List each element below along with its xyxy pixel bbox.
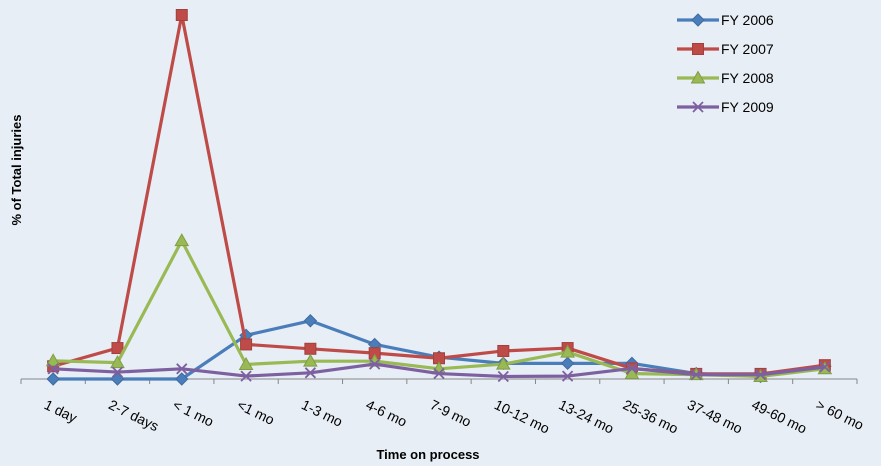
data-point [304, 367, 317, 379]
data-point [303, 314, 318, 328]
data-point [433, 367, 445, 380]
data-point [47, 363, 59, 375]
series-group [45, 9, 833, 386]
x-tick-labels: 1 day 2-7 days < 1 mo <1 mo 1-3 mo 4-6 mo 7-9 … [42, 396, 867, 436]
x-ticks [20, 379, 858, 384]
data-point [819, 361, 831, 373]
data-point [497, 344, 510, 357]
data-point [690, 368, 702, 381]
x-tick-label: 37-48 mo [685, 396, 745, 436]
data-point [240, 370, 252, 382]
legend-marker [690, 70, 706, 84]
data-point [110, 372, 125, 386]
data-point [175, 372, 189, 386]
data-point [174, 233, 190, 247]
legend-marker [692, 43, 704, 55]
legend: FY 2006 FY 2007 FY 2008 FY 2009 [677, 12, 774, 115]
y-axis-title: % of Total injuries [9, 115, 24, 226]
legend-item: FY 2008 [677, 70, 774, 86]
data-point [754, 368, 767, 381]
data-point [176, 363, 188, 375]
x-tick-label: 10-12 mo [492, 396, 552, 436]
x-tick-label: 4-6 mo [363, 396, 409, 430]
x-axis-title: Time on process [376, 447, 479, 462]
data-point [240, 338, 253, 351]
data-point [46, 372, 60, 386]
x-tick-label: 7-9 mo [428, 396, 474, 430]
data-point [110, 355, 125, 369]
x-tick-label: 49-60 mo [749, 396, 809, 436]
legend-label: FY 2008 [721, 70, 774, 86]
data-point [45, 353, 61, 367]
data-point [111, 366, 124, 378]
legend-label: FY 2007 [721, 41, 774, 57]
series-2 [47, 9, 831, 380]
x-tick-label: 1-3 mo [299, 396, 345, 430]
series-4 [47, 358, 831, 383]
legend-label: FY 2006 [721, 12, 774, 28]
x-tick-label: 1 day [42, 396, 80, 425]
x-tick-label: 13-24 mo [556, 396, 616, 436]
x-tick-label: > 60 mo [814, 396, 867, 433]
data-point [560, 356, 575, 371]
legend-marker [691, 13, 705, 27]
data-point [175, 9, 188, 21]
legend-item: FY 2007 [677, 41, 774, 57]
data-point [238, 356, 254, 370]
legend-label: FY 2009 [721, 99, 774, 115]
data-point [561, 370, 574, 382]
data-point [303, 353, 318, 367]
data-point [304, 342, 317, 355]
legend-item: FY 2009 [677, 99, 774, 115]
data-point [626, 362, 638, 375]
data-point [497, 370, 509, 383]
data-point [495, 356, 511, 370]
legend-item: FY 2006 [677, 12, 774, 28]
x-tick-label: 25-36 mo [621, 396, 681, 436]
x-tick-label: 2-7 days [106, 396, 161, 434]
legend-marker [692, 101, 704, 113]
data-point [111, 342, 124, 355]
x-tick-label: <1 mo [235, 396, 278, 428]
series-line [52, 13, 826, 376]
data-point [560, 344, 575, 358]
x-tick-label: < 1 mo [170, 396, 216, 429]
data-point [369, 358, 381, 370]
